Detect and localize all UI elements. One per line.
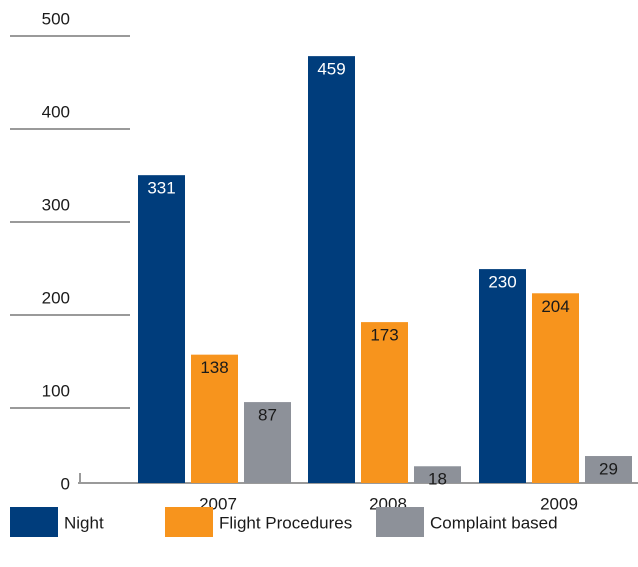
bar xyxy=(532,293,579,483)
bar xyxy=(361,322,408,483)
y-tick-label: 300 xyxy=(42,195,70,214)
bar xyxy=(308,56,355,483)
bar xyxy=(585,456,632,483)
legend-label: Flight Procedures xyxy=(219,513,352,532)
legend-swatch xyxy=(165,507,213,537)
value-label: 87 xyxy=(258,406,277,425)
bar xyxy=(479,269,526,483)
y-tick-label: 400 xyxy=(42,102,70,121)
y-tick-label: 500 xyxy=(42,9,70,28)
y-tick-label: 100 xyxy=(42,381,70,400)
value-label: 459 xyxy=(317,60,345,79)
value-label: 230 xyxy=(488,273,516,292)
legend-label: Complaint based xyxy=(430,513,558,532)
bar xyxy=(414,466,461,483)
x-tick-label: 2009 xyxy=(540,494,578,513)
legend-swatch xyxy=(376,507,424,537)
y-tick-label: 0 xyxy=(61,474,70,493)
legend-swatch xyxy=(10,507,58,537)
legend-label: Night xyxy=(64,513,104,532)
value-label: 29 xyxy=(599,460,618,479)
bar xyxy=(191,354,238,483)
y-tick-label: 200 xyxy=(42,288,70,307)
value-label: 18 xyxy=(428,470,447,489)
value-label: 204 xyxy=(541,297,569,316)
value-label: 138 xyxy=(200,358,228,377)
value-label: 331 xyxy=(147,179,175,198)
bar xyxy=(244,402,291,483)
value-label: 173 xyxy=(370,326,398,345)
bar xyxy=(138,175,185,484)
